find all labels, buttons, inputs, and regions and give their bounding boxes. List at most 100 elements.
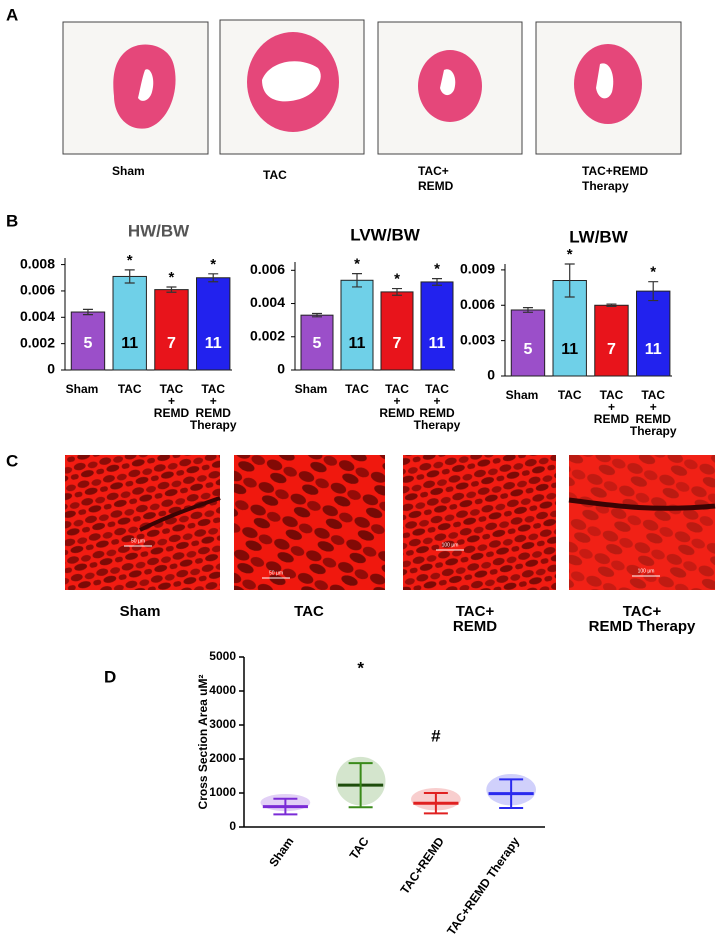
- histology-image: [62, 21, 209, 155]
- n-label: 5: [84, 335, 93, 352]
- y-tick-label: 0: [487, 367, 495, 383]
- error-bar: [522, 307, 533, 313]
- image-caption: TAC+ REMD Therapy: [589, 603, 696, 635]
- n-label: 7: [393, 335, 402, 352]
- scale-bar-label: 50 µm: [269, 570, 283, 576]
- bar: [340, 279, 374, 371]
- image-caption: TAC+REMD Therapy: [582, 164, 648, 193]
- fluorescence-image: 50 µm: [234, 455, 385, 590]
- significance-mark: *: [169, 269, 175, 286]
- significance-mark: *: [354, 256, 360, 273]
- y-tick-label: 0.006: [250, 261, 285, 277]
- x-tick-label: Sham: [295, 382, 328, 396]
- significance-mark: *: [127, 252, 133, 269]
- y-tick-label: 5000: [209, 649, 236, 663]
- error-bar: [312, 312, 322, 318]
- y-tick-label: 0: [47, 361, 55, 377]
- y-tick-label: 0.009: [460, 261, 495, 277]
- image-caption: Sham: [112, 164, 145, 178]
- n-label: 5: [313, 335, 322, 352]
- x-tick-label: Sham: [506, 388, 539, 402]
- y-tick-label: 0.004: [20, 308, 55, 324]
- chart-title: LW/BW: [569, 227, 628, 246]
- image-caption: TAC+ REMD: [453, 603, 497, 635]
- x-tick-label: TAC + REMD Therapy: [190, 382, 237, 432]
- image-caption: TAC: [263, 168, 287, 182]
- panel-label: B: [6, 211, 18, 230]
- bar: [154, 289, 189, 371]
- x-tick-label: TAC + REMD Therapy: [630, 388, 677, 438]
- error-bar: [124, 269, 135, 284]
- x-tick-label: TAC+REMD: [154, 382, 190, 420]
- error-bar: [648, 281, 659, 302]
- x-tick-label: TAC: [118, 382, 142, 396]
- sd-bar: [499, 778, 524, 809]
- fluorescence-image: 50 µm: [65, 455, 221, 590]
- x-tick-label: TAC+REMD: [379, 382, 415, 420]
- error-bar: [564, 263, 575, 298]
- y-tick-label: 2000: [209, 751, 236, 765]
- panel-label: D: [104, 667, 116, 686]
- chart-title: HW/BW: [128, 221, 190, 240]
- bar: [510, 309, 546, 377]
- y-tick-label: 3000: [209, 717, 236, 731]
- histology-image: [219, 19, 365, 155]
- error-bar: [82, 308, 93, 316]
- image-caption: TAC: [294, 603, 324, 620]
- bar: [380, 291, 414, 371]
- x-tick-label: TAC+REMD: [398, 834, 448, 896]
- significance-mark: *: [567, 246, 573, 263]
- significance-mark: *: [394, 271, 400, 288]
- image-caption: TAC+ REMD: [418, 164, 454, 193]
- bar: [300, 314, 334, 371]
- x-tick-label: TAC+REMD Therapy: [444, 834, 522, 937]
- x-tick-label: TAC: [345, 382, 369, 396]
- n-label: 11: [561, 341, 578, 358]
- n-label: 11: [205, 335, 222, 352]
- histology-image: [535, 21, 682, 155]
- x-tick-label: TAC+REMD: [594, 388, 630, 426]
- bar: [70, 311, 106, 371]
- significance-mark: *: [434, 261, 440, 278]
- scale-bar-label: 50 µm: [131, 538, 145, 544]
- scale-bar-label: 100 µm: [638, 568, 655, 574]
- x-tick-label: TAC: [558, 388, 582, 402]
- image-caption: Sham: [120, 603, 161, 620]
- bar: [594, 304, 629, 377]
- significance-mark: *: [210, 256, 216, 273]
- error-bar: [392, 287, 402, 296]
- y-tick-label: 0.002: [250, 327, 285, 343]
- significance-mark: *: [650, 264, 656, 281]
- panel-label: A: [6, 5, 18, 24]
- x-tick-label: TAC: [347, 834, 372, 862]
- histology-image: [377, 21, 523, 155]
- n-label: 11: [349, 335, 366, 352]
- bar: [552, 280, 587, 377]
- n-label: 5: [524, 341, 533, 358]
- x-tick-label: TAC + REMD Therapy: [414, 382, 461, 432]
- error-bar: [432, 278, 442, 286]
- panel-label: C: [6, 451, 18, 470]
- significance-mark: #: [431, 726, 441, 745]
- y-tick-label: 0.006: [460, 296, 495, 312]
- y-tick-label: 0.004: [250, 294, 285, 310]
- error-bar: [208, 273, 219, 283]
- sd-bar: [423, 792, 448, 815]
- scale-bar-label: 100 µm: [442, 542, 459, 548]
- bar: [112, 275, 147, 371]
- y-tick-label: 0.008: [20, 255, 55, 271]
- y-tick-label: 0.006: [20, 282, 55, 298]
- n-label: 11: [645, 341, 662, 358]
- significance-mark: *: [357, 658, 364, 677]
- fluorescence-image: 100 µm: [568, 455, 716, 590]
- bar: [196, 277, 231, 371]
- y-axis-label: Cross Section Area uM²: [196, 675, 210, 810]
- sd-bar: [348, 762, 373, 809]
- x-tick-label: Sham: [266, 835, 296, 870]
- n-label: 11: [121, 335, 138, 352]
- n-label: 11: [429, 335, 446, 352]
- error-bar: [352, 273, 362, 288]
- bar: [420, 281, 454, 371]
- bar: [636, 290, 671, 377]
